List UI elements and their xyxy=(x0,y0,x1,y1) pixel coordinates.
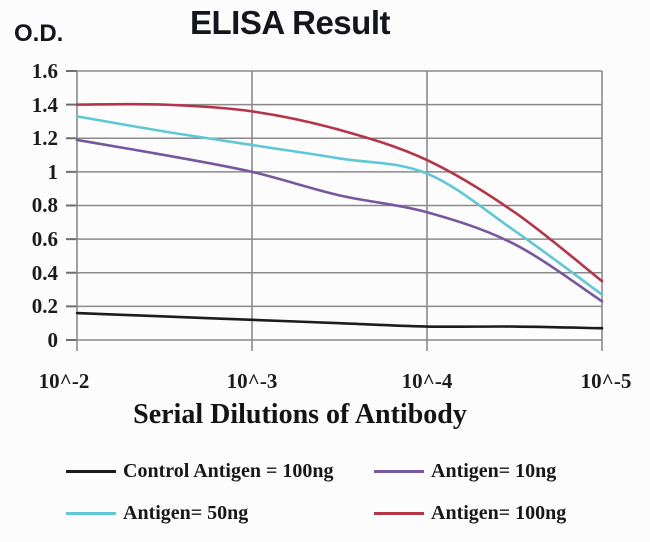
legend-item-control-antigen-100ng: Control Antigen = 100ng xyxy=(66,460,334,482)
legend-item-antigen-50ng: Antigen= 50ng xyxy=(66,502,248,524)
legend-label: Control Antigen = 100ng xyxy=(123,459,334,482)
x-tick-10-4: 10^-4 xyxy=(401,369,453,393)
curve-antigen-10ng xyxy=(75,138,604,303)
y-axis-label: O.D. xyxy=(14,20,64,47)
chart-title: ELISA Result xyxy=(190,4,390,41)
curve-control-antigen-100ng xyxy=(75,311,604,330)
y-tick-0.2: 0.2 xyxy=(31,294,58,318)
legend-label: Antigen= 10ng xyxy=(431,459,557,482)
y-tick-0.6: 0.6 xyxy=(31,227,58,251)
y-tick-1.4: 1.4 xyxy=(31,93,58,117)
y-tick-0.4: 0.4 xyxy=(31,261,58,285)
legend-item-antigen-10ng: Antigen= 10ng xyxy=(374,460,556,482)
legend-label: Antigen= 100ng xyxy=(431,501,567,524)
x-tick-10-2: 10^-2 xyxy=(38,369,90,393)
legend-line-purple xyxy=(374,469,424,473)
y-tick-0: 0 xyxy=(47,328,59,352)
x-axis-label: Serial Dilutions of Antibody xyxy=(133,399,467,430)
legend-line-black xyxy=(66,469,116,473)
legend-item-antigen-100ng: Antigen= 100ng xyxy=(374,502,566,524)
curve-antigen-100ng xyxy=(75,102,604,283)
y-tick-1.6: 1.6 xyxy=(31,59,58,83)
curve-antigen-50ng xyxy=(75,115,604,296)
x-tick-10-3: 10^-3 xyxy=(226,369,278,393)
x-tick-10-5: 10^-5 xyxy=(580,369,632,393)
y-tick-1.0: 1 xyxy=(47,160,59,184)
legend-line-red xyxy=(374,511,424,515)
legend-line-cyan xyxy=(66,511,116,515)
legend-label: Antigen= 50ng xyxy=(123,501,249,524)
y-tick-0.8: 0.8 xyxy=(31,193,58,217)
y-tick-1.2: 1.2 xyxy=(31,126,58,150)
